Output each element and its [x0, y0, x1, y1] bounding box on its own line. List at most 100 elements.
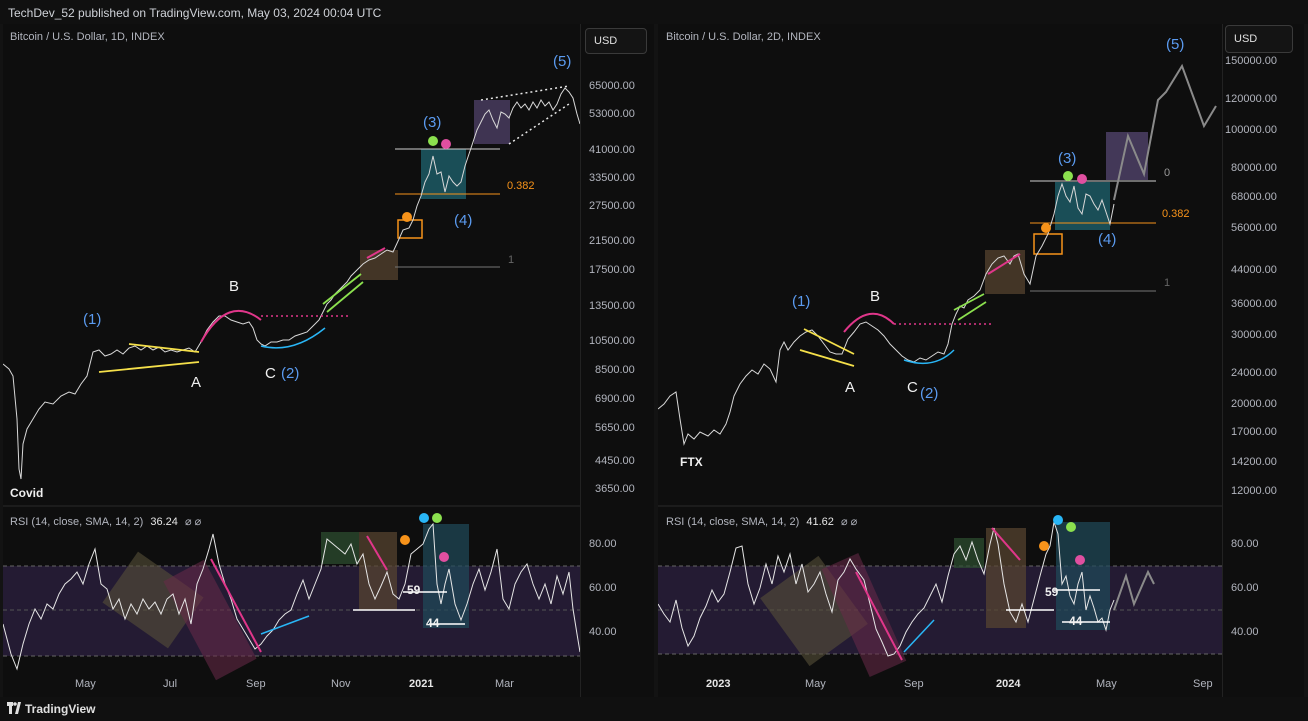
- price-tick: 41000.00: [589, 144, 635, 156]
- wedge-lower: [508, 103, 570, 145]
- currency-selector[interactable]: USD: [1225, 25, 1293, 53]
- rsi-settings: RSI (14, close, SMA, 14, 2): [10, 516, 144, 528]
- price-tick: 53000.00: [589, 108, 635, 120]
- entry-box-orange: [397, 219, 423, 239]
- wedge-upper: [480, 85, 570, 101]
- price-tick: 20000.00: [1231, 398, 1277, 410]
- wave-2-label: (2): [920, 385, 939, 402]
- tradingview-logo-icon: [7, 702, 21, 714]
- price-tick: 14200.00: [1231, 456, 1277, 468]
- time-tick: 2021: [409, 678, 434, 690]
- price-tick: 56000.00: [1231, 222, 1277, 234]
- price-tick: 150000.00: [1225, 55, 1277, 67]
- price-tick: 6900.00: [595, 393, 635, 405]
- publish-info: TechDev_52 published on TradingView.com,…: [8, 6, 382, 20]
- right-chart-canvas[interactable]: [658, 24, 1222, 697]
- projection-path: [1113, 63, 1217, 201]
- rsi-box-teal: [1056, 522, 1110, 630]
- wave-a-label: A: [845, 379, 856, 396]
- rsi-cyan-dot: [1053, 515, 1063, 525]
- wave-3-label: (3): [1058, 150, 1077, 167]
- time-tick: 2024: [996, 678, 1021, 690]
- wave-1-label: (1): [792, 293, 811, 310]
- rsi-box-olive: [102, 551, 204, 649]
- rsi-level-59-label: 59: [1045, 585, 1059, 599]
- price-tick: 4450.00: [595, 455, 635, 467]
- wave-c-label: C: [265, 365, 276, 382]
- rsi-tick: 80.00: [589, 538, 617, 550]
- pink-dot: [1077, 174, 1087, 184]
- price-axis[interactable]: USD 65000.00 53000.00 41000.00 33500.00 …: [580, 24, 654, 697]
- price-tick: 100000.00: [1225, 124, 1277, 136]
- right-chart-panel[interactable]: Bitcoin / U.S. Dollar, 2D, INDEX RSI (14…: [658, 24, 1304, 697]
- price-tick: 33500.00: [589, 172, 635, 184]
- rsi-band: [3, 566, 580, 656]
- green-dot: [428, 136, 438, 146]
- wave-c-arc: [903, 349, 955, 365]
- rsi-cyan-trend: [260, 615, 310, 635]
- rsi-line: [658, 521, 1115, 657]
- rsi-tick: 60.00: [1231, 582, 1259, 594]
- price-tick: 17000.00: [1231, 426, 1277, 438]
- price-tick: 12000.00: [1231, 485, 1277, 497]
- currency-selector[interactable]: USD: [585, 28, 647, 54]
- entry-box-orange: [1033, 233, 1063, 255]
- green-channel-lower: [326, 281, 364, 313]
- visibility-icon[interactable]: ⌀ ⌀: [840, 516, 858, 528]
- left-chart-canvas[interactable]: [3, 24, 580, 697]
- wave4-box-teal: [421, 149, 466, 199]
- left-chart-panel[interactable]: Bitcoin / U.S. Dollar, 1D, INDEX RSI (14…: [3, 24, 654, 697]
- time-tick: Sep: [246, 678, 266, 690]
- price-tick: 21500.00: [589, 235, 635, 247]
- time-tick: May: [805, 678, 826, 690]
- event-label: Covid: [10, 486, 44, 500]
- triangle-upper: [803, 328, 855, 355]
- wave-5-label: (5): [1166, 36, 1185, 53]
- price-axis[interactable]: USD 150000.00 120000.00 100000.00 80000.…: [1222, 24, 1304, 697]
- pink-rise: [987, 253, 1021, 275]
- rsi-value: 36.24: [150, 516, 178, 528]
- rsi-indicator-label: RSI (14, close, SMA, 14, 2) 36.24 ⌀ ⌀: [10, 515, 201, 528]
- rsi-box-green: [321, 532, 359, 564]
- rsi-box-brown: [359, 532, 397, 610]
- rsi-indicator-label: RSI (14, close, SMA, 14, 2) 41.62 ⌀ ⌀: [666, 515, 857, 528]
- orange-dot: [1041, 223, 1051, 233]
- fib-1-label: 1: [508, 254, 515, 266]
- fib-382-label: 0.382: [507, 180, 535, 192]
- fib-0-label: 0: [1164, 167, 1171, 179]
- visibility-icon[interactable]: ⌀ ⌀: [184, 516, 202, 528]
- price-line: [3, 87, 580, 480]
- time-tick: Sep: [904, 678, 924, 690]
- price-tick: 27500.00: [589, 200, 635, 212]
- rsi-box-magenta: [163, 559, 257, 681]
- price-line: [658, 182, 1115, 446]
- green-channel-upper: [953, 293, 985, 311]
- rsi-pink-trend: [210, 558, 262, 653]
- brand-footer: TradingView: [0, 697, 1308, 721]
- triangle-lower: [98, 361, 200, 373]
- rsi-value: 41.62: [806, 516, 834, 528]
- rsi-tick: 60.00: [589, 582, 617, 594]
- price-tick: 80000.00: [1231, 162, 1277, 174]
- wave-2-label: (2): [281, 365, 300, 382]
- time-tick: Mar: [495, 678, 514, 690]
- price-tick: 8500.00: [595, 364, 635, 376]
- rsi-orange-dot: [1039, 541, 1049, 551]
- time-tick: Jul: [163, 678, 178, 690]
- price-tick: 10500.00: [589, 335, 635, 347]
- price-tick: 44000.00: [1231, 264, 1277, 276]
- wave5-box-purple: [474, 100, 510, 144]
- orange-dot: [402, 212, 412, 222]
- pink-dot: [441, 139, 451, 149]
- rsi-orange-dot: [400, 535, 410, 545]
- green-channel-upper: [322, 273, 362, 305]
- rsi-tick: 80.00: [1231, 538, 1259, 550]
- time-tick: Sep: [1193, 678, 1213, 690]
- price-tick: 65000.00: [589, 80, 635, 92]
- fib-382-label: 0.382: [1162, 208, 1190, 220]
- wave-a-label: A: [191, 374, 202, 391]
- price-tick: 3650.00: [595, 483, 635, 495]
- rsi-green-dot: [432, 513, 442, 523]
- rsi-box-magenta: [821, 552, 907, 678]
- rsi-projection: [1113, 569, 1155, 611]
